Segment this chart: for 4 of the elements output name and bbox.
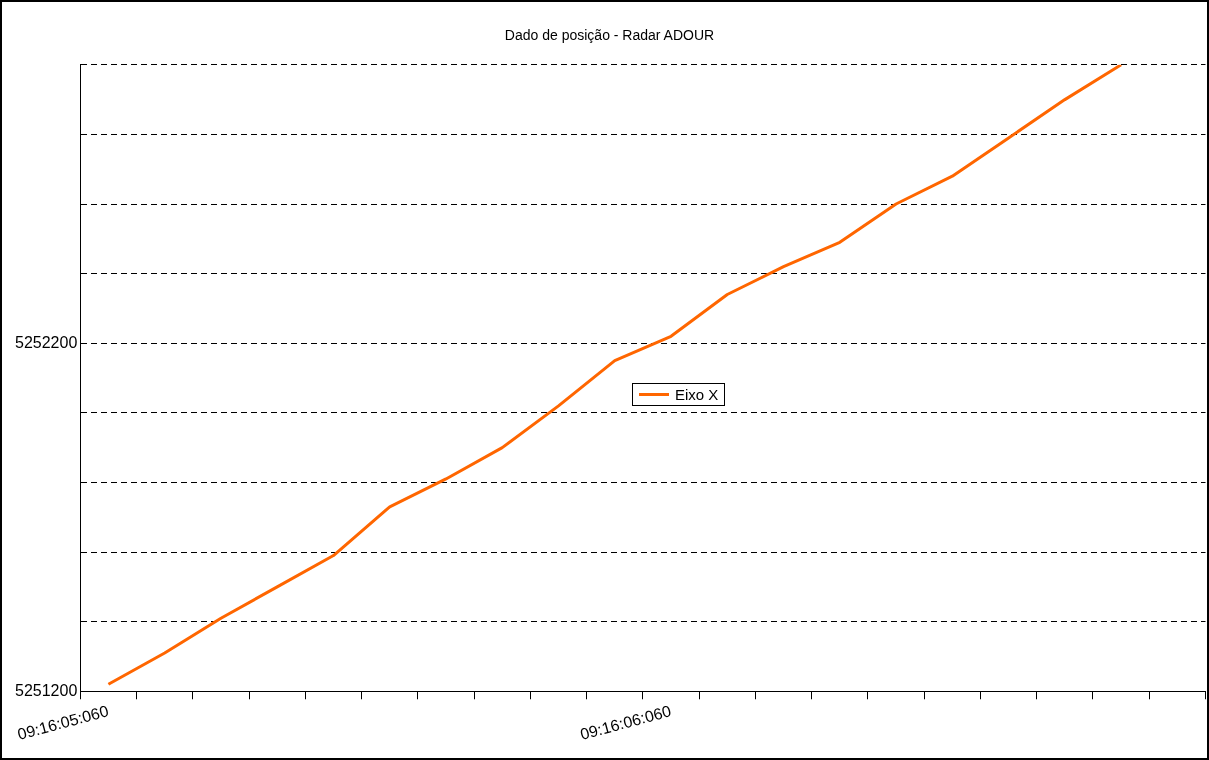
y-tick-label: 5251200 (14, 681, 78, 699)
legend-label: Eixo X (675, 386, 719, 403)
y-tick-label: 5252200 (14, 333, 78, 351)
chart-title: Dado de posição - Radar ADOUR (504, 27, 715, 44)
